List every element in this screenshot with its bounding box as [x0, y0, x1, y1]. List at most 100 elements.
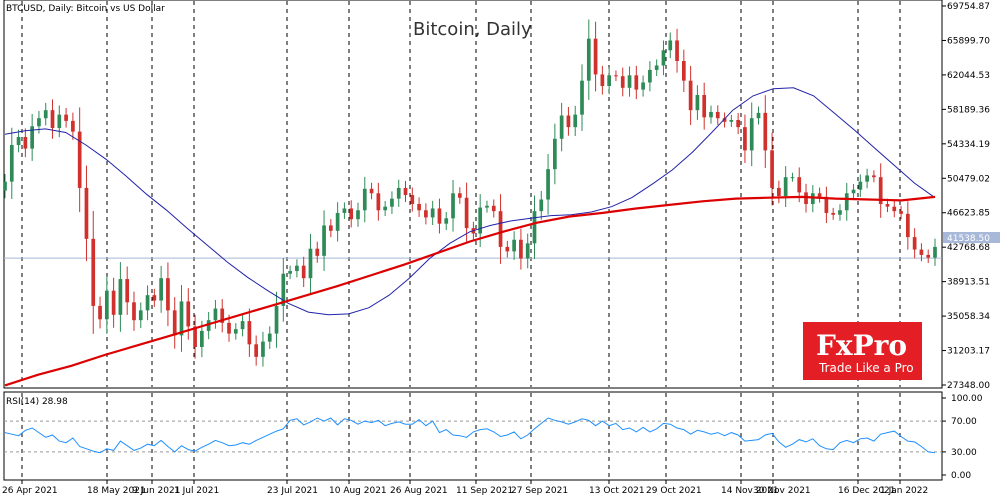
candle-body [661, 50, 666, 66]
logo-tagline: Trade Like a Pro [818, 361, 914, 375]
candle-body [763, 112, 768, 151]
rsi-label: RSI(14) 28.98 [6, 397, 68, 407]
candle-body [132, 302, 136, 321]
candle-body [220, 308, 225, 323]
candle-body [50, 110, 55, 129]
candle-body [736, 119, 740, 128]
candle-body [865, 175, 869, 182]
candle-body [179, 301, 184, 336]
candle-body [9, 145, 14, 182]
logo-main-text: FxPro [816, 329, 907, 362]
candle-body [702, 94, 707, 118]
candle-body [688, 80, 693, 111]
y-tick-label: 42768.68 [947, 243, 990, 253]
candle-body [573, 114, 578, 128]
current-price-label: 41538.50 [947, 234, 990, 244]
y-tick-label: 46623.85 [947, 209, 990, 219]
candle-body [166, 278, 170, 311]
current-price-tag: 41538.50 [943, 232, 1000, 244]
candle-body [98, 305, 102, 320]
candle-body [77, 131, 82, 188]
y-tick-label: 62044.53 [947, 71, 990, 81]
candle-body [681, 61, 686, 81]
candle-body [451, 193, 455, 219]
candle-body [620, 76, 625, 88]
y-tick-label: 35058.34 [947, 312, 990, 322]
candle-body [430, 208, 435, 218]
candle-body [43, 110, 48, 119]
x-tick-label: 23 Jul 2021 [267, 486, 318, 496]
candle-body [539, 199, 544, 212]
fxpro-logo: FxPro Trade Like a Pro [803, 322, 922, 380]
candle-body [240, 321, 245, 330]
candle-body [614, 75, 618, 77]
candle-body [145, 295, 150, 311]
candle-body [519, 239, 523, 259]
candle-body [138, 310, 143, 321]
candle-body [580, 80, 584, 115]
candle-body [125, 279, 130, 303]
candle-body [844, 193, 849, 211]
candle-body [695, 94, 700, 111]
candle-body [858, 181, 863, 190]
candle-body [396, 187, 401, 199]
candle-body [648, 69, 652, 83]
candle-body [111, 290, 116, 315]
candle-body [668, 40, 673, 51]
candle-body [172, 310, 177, 336]
candle-body [403, 187, 408, 196]
price-axis: 69754.87 65899.70 62044.53 58189.36 54334.19… [942, 2, 990, 391]
candle-body [193, 326, 197, 347]
candle-body [553, 138, 557, 170]
candle-body [295, 265, 299, 272]
rsi-tick-label: 0.00 [951, 471, 971, 481]
y-tick-label: 65899.70 [947, 36, 990, 46]
candle-body [91, 238, 96, 306]
candle-body [322, 225, 326, 256]
candle-body [3, 181, 7, 191]
candle-body [213, 308, 218, 321]
candle-body [851, 189, 856, 194]
x-tick-label: 18 May 2021 [87, 486, 146, 496]
candle-body [274, 305, 279, 334]
x-tick-label: 29 Oct 2021 [646, 486, 702, 496]
moving-averages [4, 87, 936, 387]
candle-body [457, 193, 462, 198]
candle-body [376, 193, 381, 211]
candle-body [342, 208, 347, 213]
candle-body [315, 248, 320, 256]
candle-body [356, 210, 360, 220]
candle-body [926, 254, 931, 258]
rsi-tick-label: 30.00 [951, 448, 977, 458]
rsi-line [4, 417, 936, 454]
candle-body [675, 40, 679, 62]
candle-body [57, 114, 62, 129]
candle-body [335, 212, 340, 231]
candle-body [159, 278, 163, 301]
y-tick-label: 50479.02 [947, 174, 990, 184]
candle-body [186, 301, 191, 327]
candle-body [654, 65, 659, 70]
candle-body [328, 225, 333, 231]
rsi-level-lines [4, 420, 942, 453]
candle-body [912, 237, 917, 250]
main-panel-frame [3, 0, 943, 389]
candle-body [607, 75, 612, 87]
candle-body [546, 169, 550, 200]
candle-body [261, 341, 265, 357]
candle-body [233, 329, 238, 334]
candle-body [424, 210, 428, 218]
candle-body [715, 111, 720, 119]
y-tick-label: 69754.87 [947, 2, 990, 12]
rsi-tick-label: 100.00 [951, 394, 983, 404]
candle-body [349, 208, 354, 220]
ma-50-line [4, 87, 936, 316]
candle-body [308, 248, 313, 279]
y-tick-label: 31203.17 [947, 347, 990, 357]
candle-body [206, 320, 211, 331]
candle-body [777, 187, 781, 196]
candle-body [593, 38, 598, 75]
candle-body [23, 136, 28, 149]
